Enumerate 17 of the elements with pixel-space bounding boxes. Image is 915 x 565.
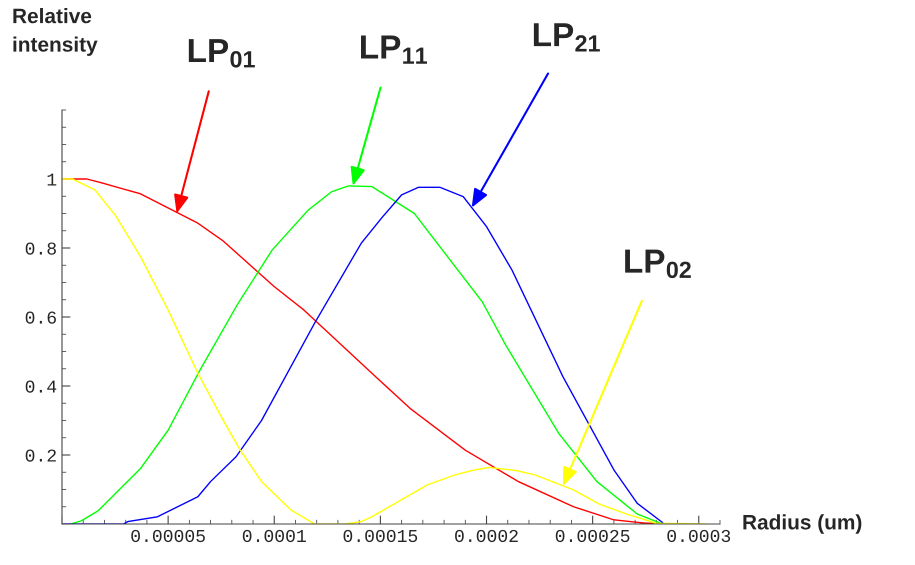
x-axis-title: Radius (um) (743, 514, 862, 534)
x-tick-label: 0.0001 (242, 530, 306, 542)
annotation: LP$_{02}$ (625, 250, 691, 278)
annotation: LP$_{01}$ (188, 39, 255, 68)
y-tick-label: 0.8 (26, 242, 56, 255)
x-tick-label: 0.00025 (556, 530, 630, 542)
x-tick-label: 0.00015 (344, 530, 418, 542)
y-tick-label: 0.6 (26, 311, 56, 324)
x-tick-label: 0.0003 (667, 530, 730, 542)
y-axis-title: Relative intensity (13, 8, 98, 56)
y-tick-label: 1 (48, 174, 56, 186)
annotation: LP$_{11}$ (361, 36, 427, 64)
x-tick-label: 0.00005 (131, 530, 205, 542)
x-tick-label: 0.0002 (455, 530, 518, 542)
y-tick-label: 0.2 (26, 449, 56, 462)
annotation: LP$_{21}$ (534, 23, 600, 52)
y-tick-label: 0.4 (26, 380, 56, 393)
